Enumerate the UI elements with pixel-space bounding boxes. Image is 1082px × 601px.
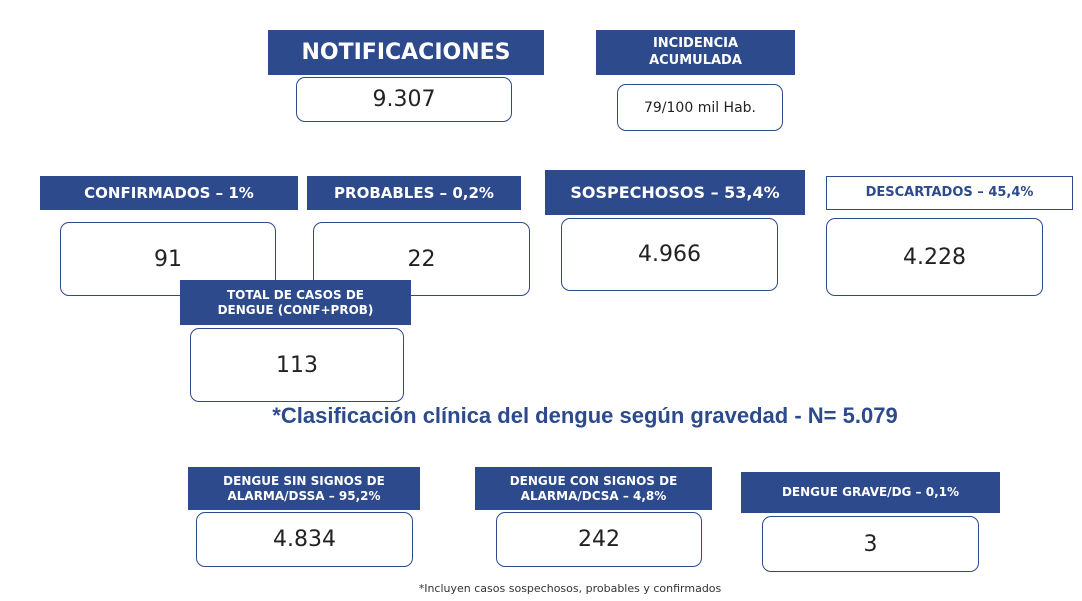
card-header: PROBABLES – 0,2% (307, 176, 521, 210)
card-header: DESCARTADOS – 45,4% (826, 176, 1073, 210)
header-line: ACUMULADA (649, 52, 742, 68)
header-line: TOTAL DE CASOS DE (226, 287, 364, 302)
footnote: *Incluyen casos sospechosos, probables y… (418, 582, 722, 595)
card-header: NOTIFICACIONES (268, 30, 544, 75)
card-header: SOSPECHOSOS – 53,4% (545, 170, 805, 215)
card-header: DENGUE GRAVE/DG – 0,1% (741, 472, 1000, 513)
card-value: 79/100 mil Hab. (617, 84, 783, 131)
header-line: ALARMA/DCSA – 4,8% (520, 488, 667, 503)
card-header: TOTAL DE CASOS DE DENGUE (CONF+PROB) (180, 280, 411, 325)
card-value: 3 (762, 516, 979, 572)
card-value: 22 (313, 222, 530, 296)
card-value: 113 (190, 328, 404, 402)
section-heading: *Clasificación clínica del dengue según … (272, 403, 898, 428)
header-line: CONFIRMADOS – 1% (84, 183, 254, 202)
card-value: 242 (496, 512, 702, 567)
header-line: ALARMA/DSSA – 95,2% (227, 488, 381, 503)
card-header: CONFIRMADOS – 1% (40, 176, 298, 210)
header-line: SOSPECHOSOS – 53,4% (570, 182, 780, 202)
card-value: 9.307 (296, 77, 512, 122)
header-line: INCIDENCIA (652, 36, 739, 52)
card-header: INCIDENCIA ACUMULADA (596, 30, 795, 75)
header-line: DESCARTADOS – 45,4% (865, 184, 1034, 200)
header-line: DENGUE GRAVE/DG – 0,1% (781, 485, 960, 499)
header-line: DENGUE (CONF+PROB) (217, 302, 374, 317)
card-value: 4.228 (826, 218, 1043, 296)
header-line: DENGUE CON SIGNOS DE (509, 473, 678, 488)
card-header: DENGUE CON SIGNOS DE ALARMA/DCSA – 4,8% (475, 467, 712, 510)
header-line: PROBABLES – 0,2% (334, 183, 494, 202)
card-value: 91 (60, 222, 276, 296)
card-header: DENGUE SIN SIGNOS DE ALARMA/DSSA – 95,2% (188, 467, 420, 510)
header-line: NOTIFICACIONES (301, 39, 511, 65)
card-value: 4.834 (196, 512, 413, 567)
card-value: 4.966 (561, 218, 778, 291)
header-line: DENGUE SIN SIGNOS DE (223, 473, 385, 488)
